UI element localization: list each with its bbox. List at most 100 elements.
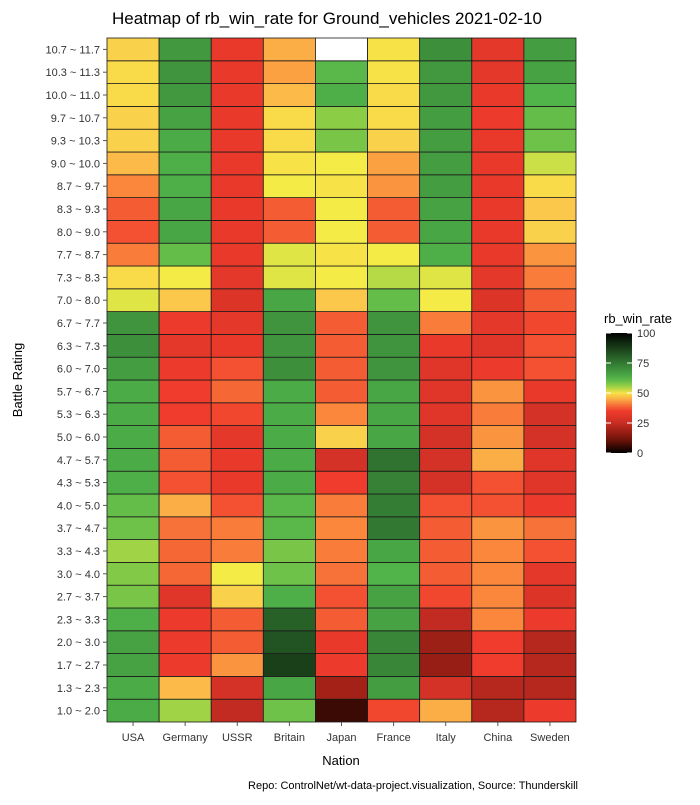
heatmap-cell xyxy=(315,333,368,358)
colorbar-tick-label: 50 xyxy=(637,388,649,400)
heatmap-cell xyxy=(419,653,473,677)
heatmap-cell xyxy=(262,402,316,426)
heatmap-cell xyxy=(367,676,421,700)
heatmap-cell xyxy=(106,288,160,312)
y-tick-label: 1.0 ~ 2.0 xyxy=(57,706,100,718)
heatmap-cell xyxy=(419,539,473,563)
heatmap-cell xyxy=(367,653,421,677)
heatmap-cell xyxy=(367,379,421,404)
y-tick-label: 8.3 ~ 9.3 xyxy=(57,204,100,216)
heatmap-cell xyxy=(106,311,160,335)
y-axis-title: Battle Rating xyxy=(10,343,25,417)
heatmap-cell xyxy=(262,174,316,199)
heatmap-cell xyxy=(158,106,212,130)
heatmap-cell xyxy=(523,493,577,518)
y-tick-label: 5.0 ~ 6.0 xyxy=(57,432,100,444)
colorbar-tick-label: 0 xyxy=(637,448,643,460)
y-tick-label: 10.0 ~ 11.0 xyxy=(45,90,100,102)
y-tick-label: 5.3 ~ 6.3 xyxy=(57,409,100,421)
heatmap-cell xyxy=(262,584,316,609)
heatmap-cell xyxy=(471,607,525,632)
heatmap-cell xyxy=(523,562,577,586)
heatmap-cell xyxy=(262,60,316,84)
y-tick-label: 4.3 ~ 5.3 xyxy=(57,478,100,490)
heatmap-cell xyxy=(262,242,316,267)
heatmap-cell xyxy=(106,174,160,199)
y-tick-label: 10.7 ~ 11.7 xyxy=(45,44,100,56)
heatmap-cell xyxy=(315,242,368,267)
heatmap-cell xyxy=(158,242,212,267)
heatmap-cell xyxy=(315,197,368,221)
heatmap-cell xyxy=(158,425,212,449)
heatmap-cell xyxy=(106,242,160,267)
heatmap-cell xyxy=(315,379,368,404)
heatmap-cell xyxy=(106,607,160,632)
y-tick-label: 6.7 ~ 7.7 xyxy=(57,318,100,330)
heatmap-cell xyxy=(315,311,368,335)
heatmap-cell xyxy=(262,37,316,62)
heatmap-cell xyxy=(471,106,525,130)
heatmap-cell xyxy=(315,106,368,130)
heatmap-cell xyxy=(210,630,264,654)
heatmap-cell xyxy=(523,197,577,221)
heatmap-cell xyxy=(367,493,421,518)
heatmap-cell xyxy=(106,698,160,723)
heatmap-cell xyxy=(523,60,577,84)
heatmap-cell xyxy=(106,151,160,176)
heatmap-cell xyxy=(523,356,577,381)
heatmap-cell xyxy=(158,402,212,426)
y-tick-label: 7.7 ~ 8.7 xyxy=(57,250,100,262)
heatmap-cell xyxy=(367,174,421,199)
heatmap-cell xyxy=(367,265,421,290)
heatmap-cell xyxy=(210,698,264,723)
heatmap-cell xyxy=(471,562,525,586)
heatmap-cell xyxy=(471,311,525,335)
heatmap-cell xyxy=(158,493,212,518)
heatmap-cell xyxy=(315,174,368,199)
x-axis-title: Nation xyxy=(322,753,360,768)
heatmap-cell xyxy=(315,265,368,290)
heatmap-cell xyxy=(471,402,525,426)
heatmap-cell xyxy=(262,219,316,244)
heatmap-cell xyxy=(158,653,212,677)
heatmap-cell xyxy=(106,106,160,130)
heatmap-cell xyxy=(419,106,473,130)
heatmap-cell xyxy=(367,470,421,495)
heatmap-cell xyxy=(158,60,212,84)
heatmap-cells xyxy=(106,37,577,723)
heatmap-cell xyxy=(210,219,264,244)
heatmap-cell xyxy=(315,470,368,495)
heatmap-cell xyxy=(471,539,525,563)
x-tick-label: Britain xyxy=(274,732,305,744)
heatmap-cell xyxy=(210,607,264,632)
heatmap-cell xyxy=(523,311,577,335)
heatmap-cell xyxy=(158,470,212,495)
colorbar-tick-label: 25 xyxy=(637,418,649,430)
x-tick-label: USSR xyxy=(222,732,253,744)
heatmap-cell xyxy=(315,60,368,84)
heatmap-cell xyxy=(523,288,577,312)
heatmap-cell xyxy=(315,219,368,244)
heatmap-cell xyxy=(106,128,160,153)
heatmap-cell xyxy=(471,333,525,358)
heatmap-cell xyxy=(262,516,316,540)
heatmap-cell xyxy=(523,447,577,472)
heatmap-cell xyxy=(210,128,264,153)
heatmap-cell xyxy=(210,333,264,358)
heatmap-cell xyxy=(523,151,577,176)
heatmap-cell xyxy=(367,242,421,267)
heatmap-cell xyxy=(210,174,264,199)
heatmap-cell xyxy=(419,493,473,518)
heatmap-cell xyxy=(419,242,473,267)
heatmap-cell xyxy=(471,698,525,723)
y-tick-label: 6.3 ~ 7.3 xyxy=(57,341,100,353)
colorbar-ticks: 0 25 50 75 100 xyxy=(606,328,655,460)
heatmap-cell xyxy=(315,698,368,723)
heatmap-cell xyxy=(158,128,212,153)
heatmap-cell xyxy=(367,356,421,381)
y-tick-label: 3.3 ~ 4.3 xyxy=(57,546,100,558)
heatmap-cell xyxy=(210,311,264,335)
colorbar-tick-label: 75 xyxy=(637,358,649,370)
heatmap-cell xyxy=(419,516,473,540)
heatmap-cell xyxy=(262,197,316,221)
